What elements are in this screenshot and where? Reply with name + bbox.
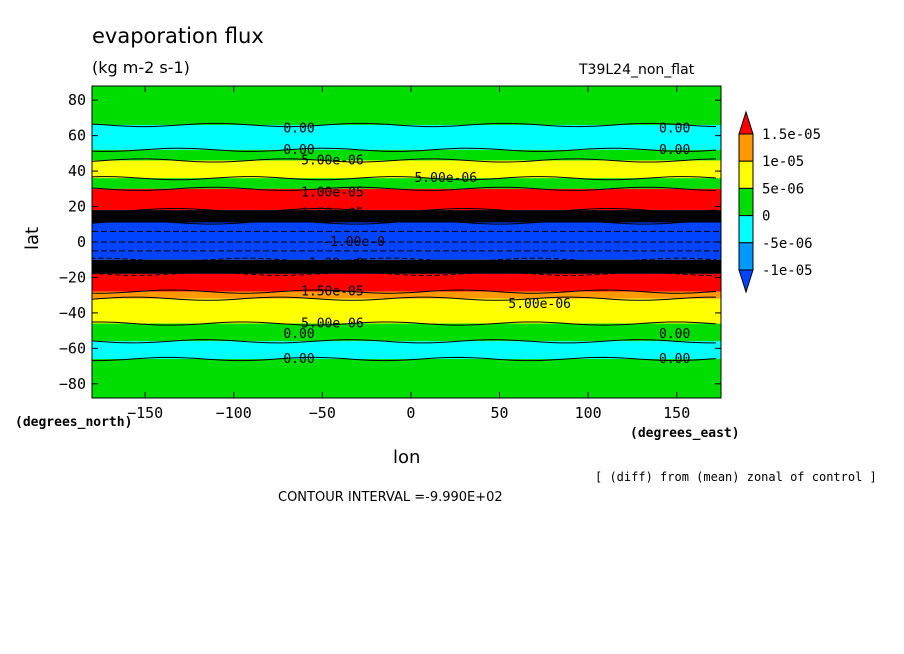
colorbar-swatch-0 (738, 133, 754, 162)
contour-label-16: 0.00 (659, 352, 690, 367)
contour-labels: 0.00 0.000.00 0.005.00e-065.00e-061.00e-05… (283, 122, 690, 367)
x-tick-label-2: −50 (309, 404, 336, 422)
colorbar-label-5: -1e-05 (762, 263, 813, 279)
field-band-0 (92, 86, 721, 125)
contour-label-15: 0.00 (283, 352, 314, 367)
contour-label-11: 5.00e-06 (508, 297, 571, 312)
contour-label-14: 0.00 (659, 327, 690, 342)
contour-line-10 (91, 289, 717, 294)
field-band-11 (92, 298, 721, 324)
y-tick-label-1: −60 (59, 339, 86, 357)
y-axis: −80 −60 −40 −20 0 20 40 60 80 (59, 91, 721, 393)
contour-line-4 (91, 176, 717, 181)
x-axis-label: lon (393, 447, 421, 468)
field-band-6 (92, 210, 721, 223)
x-tick-label-5: 100 (575, 404, 602, 422)
colorbar-swatch-3 (738, 215, 754, 244)
y-tick-label-2: −40 (59, 304, 86, 322)
colorbar-label-3: 0 (762, 209, 770, 225)
colorbar-label-2: 5e-06 (762, 181, 804, 197)
y-tick-label-5: 20 (68, 198, 86, 216)
contour-line-8 (91, 257, 717, 262)
colorbar-label-1: 1e-05 (762, 154, 804, 170)
contour-label-10: 1.50e-05 (301, 285, 364, 300)
contour-label-4: 5.00e-06 (301, 153, 364, 168)
colorbar-swatch-1 (738, 160, 754, 189)
contour-label-6: 1.00e-05 (301, 185, 364, 200)
contour-label-13: 0.00 (283, 327, 314, 342)
contour-line-1 (91, 122, 717, 128)
x-tick-label-6: 150 (663, 404, 690, 422)
contour-line-5 (91, 186, 717, 191)
x-tick-label-0: −150 (127, 404, 163, 422)
y-tick-label-8: 80 (68, 91, 86, 109)
contour-lines (91, 122, 721, 362)
field-band-9 (92, 273, 721, 292)
chart-units: (kg m-2 s-1) (92, 58, 190, 77)
contour-line-6 (91, 208, 717, 213)
contour-line-14 (91, 356, 717, 362)
field-band-8 (92, 259, 721, 274)
colorbar: 1.5e-05 1e-05 5e-06 0 -5e-06 -1e-05 (738, 110, 821, 294)
field-band-12 (92, 323, 721, 342)
y-tick-label-7: 60 (68, 127, 86, 145)
x-axis-units: (degrees_east) (630, 426, 740, 441)
field-band-10 (92, 291, 721, 299)
y-tick-label-0: −80 (59, 375, 86, 393)
contour-label-12: 5.00e-06 (301, 317, 364, 332)
contour-label-1: 0.00 (659, 122, 690, 137)
field-bands (92, 86, 721, 398)
field-band-4 (92, 178, 721, 189)
contour-interval: CONTOUR INTERVAL =-9.990E+02 (278, 490, 503, 505)
y-tick-label-4: 0 (77, 233, 86, 251)
x-tick-label-3: 0 (406, 404, 415, 422)
colorbar-bottom-arrow (738, 269, 754, 294)
run-label: T39L24_non_flat (579, 62, 695, 78)
contour-label-3: 0.00 (659, 143, 690, 158)
contour-label-5: 5.00e-06 (414, 171, 477, 186)
contour-line-9 (91, 271, 717, 277)
y-tick-label-6: 40 (68, 162, 86, 180)
field-band-3 (92, 160, 721, 179)
y-axis-label: lat (22, 226, 44, 251)
y-tick-label-3: −20 (59, 268, 86, 286)
field-band-7 (92, 222, 721, 260)
colorbar-top-arrow (738, 110, 754, 135)
field-band-1 (92, 125, 721, 150)
contour-line-2 (91, 147, 717, 152)
colorbar-label-4: -5e-06 (762, 236, 813, 252)
contour-label-9: -1.00e-0 (301, 256, 364, 271)
x-tick-label-4: 50 (490, 404, 508, 422)
contour-line-3 (91, 158, 717, 163)
field-band-5 (92, 188, 721, 211)
contour-line-13 (91, 339, 717, 344)
colorbar-swatch-4 (738, 242, 754, 271)
colorbar-label-0: 1.5e-05 (762, 127, 821, 143)
contour-label-2: 0.00 (283, 143, 314, 158)
contour-label-8: -1.00e-0 (322, 235, 385, 250)
x-axis: −150 −100 −50 0 50 100 150 (127, 86, 690, 422)
field-band-2 (92, 149, 721, 161)
contour-line-7 (91, 220, 717, 225)
contour-line-11 (91, 296, 717, 301)
contour-line-12 (91, 321, 717, 326)
colorbar-swatch-2 (738, 187, 754, 217)
contour-label-7: 1.50e-05 (301, 207, 364, 222)
field-band-14 (92, 359, 721, 398)
y-axis-units: (degrees_north) (15, 415, 133, 430)
chart-title: evaporation flux (92, 24, 264, 48)
field-band-13 (92, 341, 721, 359)
x-tick-label-1: −100 (216, 404, 252, 422)
diff-note: [ (diff) from (mean) zonal of control ] (595, 470, 877, 484)
contour-label-0: 0.00 (283, 122, 314, 137)
